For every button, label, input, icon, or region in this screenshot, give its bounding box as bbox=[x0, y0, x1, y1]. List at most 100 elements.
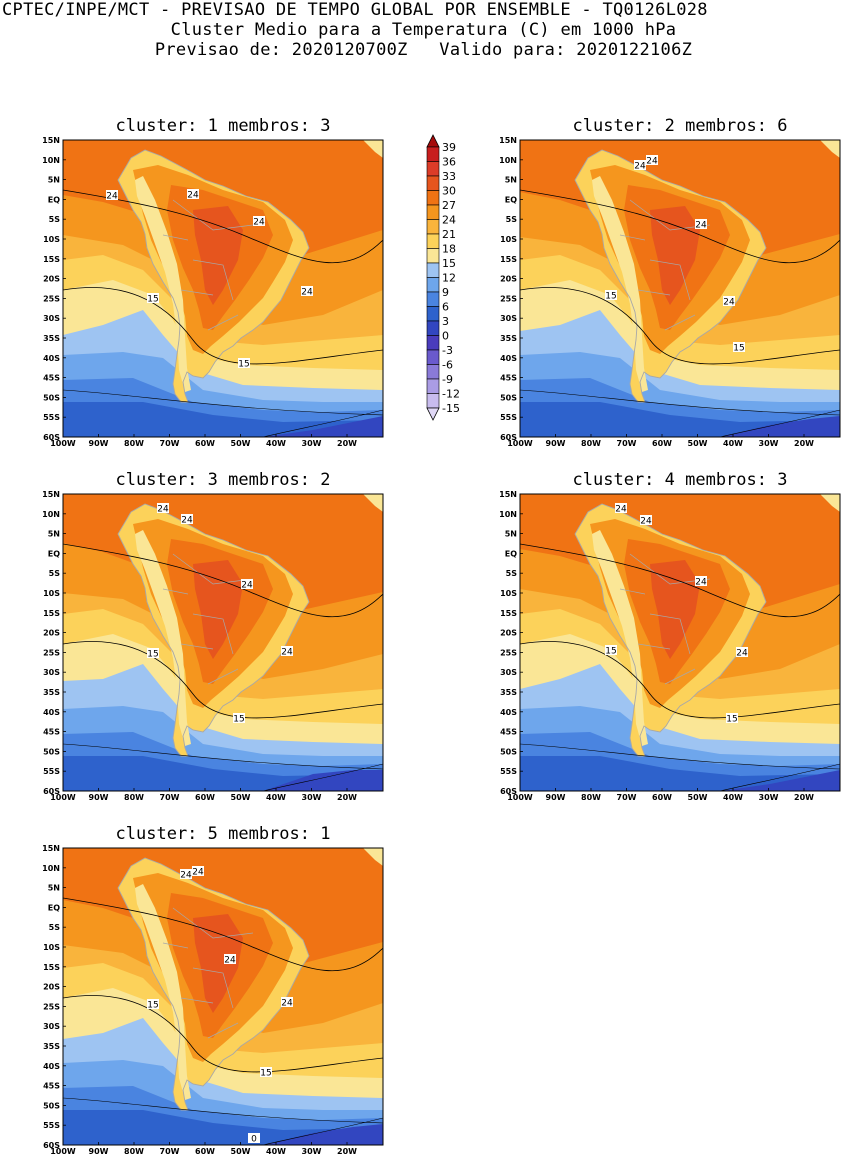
map-panel-2: 15N 10N 5N EQ 5S 10S 15S 20S 25S 30S 35S 40S 45S 50S 5… bbox=[499, 116, 841, 448]
colorbar-swatch bbox=[426, 190, 440, 206]
lat-tick-label: 10S bbox=[500, 589, 517, 598]
lon-tick-label: 100W bbox=[50, 793, 76, 802]
colorbar-swatch bbox=[426, 320, 440, 336]
lon-tick-label: 30W bbox=[759, 439, 779, 448]
contour-label: 0 bbox=[251, 1135, 257, 1145]
contour-label: 24 bbox=[180, 871, 192, 881]
colorbar-swatch bbox=[426, 349, 440, 365]
lat-tick-label: 20S bbox=[500, 629, 517, 638]
lat-tick-label: 15S bbox=[43, 609, 60, 618]
contour-label: 24 bbox=[640, 517, 652, 527]
contour-label: 15 bbox=[233, 715, 244, 725]
lat-tick-label: 15S bbox=[43, 255, 60, 264]
colorbar-swatch bbox=[426, 262, 440, 278]
contour-label: 24 bbox=[301, 288, 313, 298]
contour-label: 15 bbox=[605, 647, 616, 657]
panel-title: cluster: 1 membros: 3 bbox=[116, 116, 331, 136]
contour-label: 24 bbox=[723, 298, 735, 308]
colorbar-swatch bbox=[426, 161, 440, 177]
lat-tick-label: EQ bbox=[505, 195, 517, 204]
colorbar-swatch bbox=[426, 175, 440, 191]
lon-tick-label: 100W bbox=[50, 439, 76, 448]
lon-tick-label: 90W bbox=[89, 1147, 109, 1156]
colorbar-label: 30 bbox=[442, 185, 456, 198]
colorbar-label: 3 bbox=[442, 315, 449, 328]
lon-tick-label: 40W bbox=[266, 1147, 286, 1156]
lat-tick-label: 45S bbox=[500, 374, 517, 383]
colorbar-swatch bbox=[426, 306, 440, 322]
contour-label: 15 bbox=[605, 292, 616, 302]
lon-tick-label: 30W bbox=[302, 793, 322, 802]
colorbar-swatch bbox=[426, 146, 440, 162]
map-panel-3: 15N 10N 5N EQ 5S 10S 15S 20S 25S 30S 35S 40S 45S 50S 5… bbox=[42, 470, 384, 802]
colorbar-label: 36 bbox=[442, 156, 456, 169]
lat-tick-label: EQ bbox=[505, 549, 517, 558]
lat-tick-label: 5N bbox=[48, 530, 60, 539]
lon-tick-label: 90W bbox=[546, 439, 566, 448]
lat-tick-label: 20S bbox=[43, 983, 60, 992]
lat-tick-label: 60S bbox=[500, 787, 517, 796]
contour-label: 15 bbox=[147, 650, 158, 660]
lat-tick-label: 15N bbox=[499, 136, 517, 145]
lat-tick-label: 40S bbox=[43, 708, 60, 717]
colorbar-label: 24 bbox=[442, 214, 456, 227]
contour-label: 24 bbox=[695, 578, 707, 588]
lon-tick-label: 80W bbox=[581, 439, 601, 448]
lon-tick-label: 20W bbox=[337, 1147, 357, 1156]
lon-tick-label: 50W bbox=[688, 793, 708, 802]
lon-tick-label: 60W bbox=[195, 439, 215, 448]
lat-tick-label: 40S bbox=[43, 1062, 60, 1071]
lon-tick-label: 40W bbox=[266, 439, 286, 448]
lat-tick-label: 30S bbox=[43, 668, 60, 677]
lon-tick-label: 30W bbox=[302, 1147, 322, 1156]
lat-tick-label: 5N bbox=[505, 530, 517, 539]
lat-tick-label: 25S bbox=[500, 294, 517, 303]
lat-tick-label: 30S bbox=[500, 668, 517, 677]
contour-label: 24 bbox=[695, 221, 707, 231]
lon-tick-label: 100W bbox=[507, 793, 533, 802]
map-panel-1: 15N 10N 5N EQ 5S 10S 15S 20S 25S 30S 35S 40S 45S 50S 5… bbox=[42, 116, 384, 448]
lon-tick-label: 70W bbox=[617, 439, 637, 448]
colorbar-swatch bbox=[426, 248, 440, 264]
lon-tick-label: 90W bbox=[546, 793, 566, 802]
lon-tick-label: 60W bbox=[195, 1147, 215, 1156]
lat-tick-label: 45S bbox=[43, 374, 60, 383]
panel-title: cluster: 5 membros: 1 bbox=[116, 824, 331, 844]
lat-tick-label: 20S bbox=[43, 275, 60, 284]
lat-tick-label: 15N bbox=[42, 844, 60, 853]
lat-tick-label: 15N bbox=[42, 490, 60, 499]
lat-tick-label: 10S bbox=[43, 235, 60, 244]
lat-tick-label: 10N bbox=[499, 156, 517, 165]
lat-tick-label: 5N bbox=[505, 176, 517, 185]
lat-tick-label: 20S bbox=[500, 275, 517, 284]
lat-tick-label: 20S bbox=[43, 629, 60, 638]
contour-label: 24 bbox=[181, 516, 193, 526]
lat-tick-label: EQ bbox=[48, 195, 60, 204]
colorbar-label: 6 bbox=[442, 301, 449, 314]
lat-tick-label: 35S bbox=[500, 688, 517, 697]
colorbar-label: 15 bbox=[442, 257, 456, 270]
lon-tick-label: 80W bbox=[124, 1147, 144, 1156]
lon-tick-label: 30W bbox=[302, 439, 322, 448]
lon-tick-label: 20W bbox=[794, 793, 814, 802]
colorbar-swatch bbox=[426, 277, 440, 293]
lat-tick-label: 15N bbox=[499, 490, 517, 499]
lon-tick-label: 20W bbox=[337, 439, 357, 448]
lat-tick-label: 50S bbox=[500, 393, 517, 402]
colorbar-label: -12 bbox=[442, 388, 460, 401]
contour-label: 24 bbox=[157, 505, 169, 515]
lat-tick-label: 35S bbox=[43, 1042, 60, 1051]
contour-label: 15 bbox=[147, 1001, 158, 1011]
contour-label: 24 bbox=[224, 956, 236, 966]
lat-tick-label: 15S bbox=[500, 609, 517, 618]
lat-tick-label: 40S bbox=[43, 354, 60, 363]
lat-tick-label: 55S bbox=[43, 413, 60, 422]
contour-label: 24 bbox=[187, 191, 199, 201]
lat-tick-label: 30S bbox=[43, 1022, 60, 1031]
contour-label: 15 bbox=[260, 1069, 271, 1079]
lat-tick-label: 10N bbox=[42, 510, 60, 519]
lon-tick-label: 20W bbox=[337, 793, 357, 802]
lon-tick-label: 60W bbox=[195, 793, 215, 802]
